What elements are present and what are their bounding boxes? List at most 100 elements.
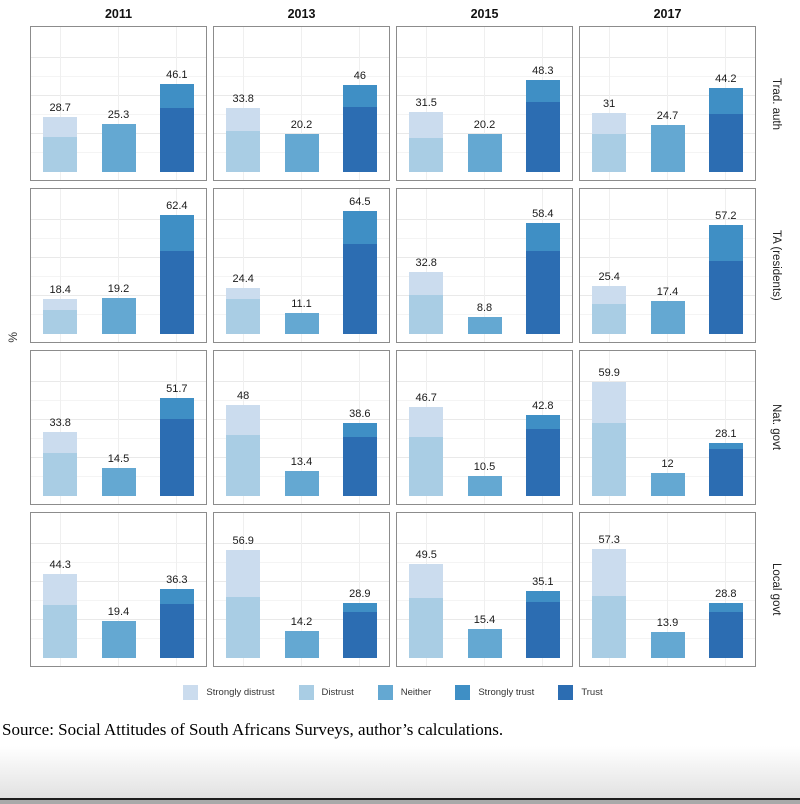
- bar-value-label: 28.8: [715, 588, 737, 601]
- facet-strip-local-govt: Local govt: [770, 563, 782, 616]
- bar-strongly-trust-trust: [708, 88, 743, 172]
- bar-segment-neither: [284, 133, 319, 172]
- bar-value-label: 17.4: [656, 285, 679, 298]
- bar-value-label: 18.4: [49, 284, 71, 297]
- facet-row-ta-residents: 18.4 19.2 62.4 24.4 11.1 64.5 32.8 8.8 58.4 25.4 1…: [30, 188, 782, 343]
- bar-segment-strongly-trust: [159, 84, 194, 109]
- facet-row-local-govt: 44.3 19.4 36.3 56.9 14.2 28.9 49.5 15.4 35.1 57.3…: [30, 512, 782, 667]
- legend-label-strongly-trust: Strongly trust: [478, 686, 535, 698]
- bar-strongly-trust-trust: [342, 84, 377, 172]
- gridline-vertical-1: [242, 189, 244, 342]
- bar-value-label: 48.3: [532, 65, 554, 78]
- bar-segment-strongly-distrust: [409, 407, 444, 437]
- facet-col-header-2017: 2017: [653, 7, 682, 21]
- bar-segment-strongly-trust: [342, 422, 377, 437]
- gridline-vertical-2: [484, 27, 485, 180]
- gridline-vertical-3: [359, 513, 361, 666]
- gridline-vertical-2: [484, 189, 485, 342]
- bar-strongly-distrust-distrust: [43, 573, 78, 658]
- bar-value-label: 38.6: [349, 407, 371, 420]
- bar-segment-trust: [708, 260, 743, 334]
- gridline-vertical-1: [608, 27, 610, 180]
- bar-segment-strongly-distrust: [592, 382, 627, 423]
- bar-strongly-distrust-distrust: [226, 107, 261, 172]
- legend-item-strongly-trust: Strongly trust: [455, 684, 535, 700]
- bar-segment-trust: [525, 428, 560, 496]
- bar-segment-trust: [342, 244, 377, 334]
- panel-2013-nat-govt: 48 13.4 38.6: [213, 350, 390, 505]
- legend-label-neither: Neither: [400, 686, 432, 698]
- bar-neither: [101, 297, 136, 334]
- bar-value-label: 11.1: [291, 297, 312, 310]
- gridline-vertical-2: [667, 351, 668, 504]
- bar-segment-trust: [708, 612, 743, 658]
- bar-value-label: 19.2: [107, 282, 130, 295]
- panel-2015-local-govt: 49.5 15.4 35.1: [396, 512, 573, 667]
- bar-value-label: 58.4: [532, 208, 554, 221]
- bar-segment-trust: [708, 449, 743, 496]
- bar-strongly-trust-trust: [708, 603, 743, 658]
- bar-segment-strongly-distrust: [43, 117, 78, 138]
- panel-2017-trad-auth: 31 24.7 44.2: [579, 26, 756, 181]
- bar-value-label: 28.1: [715, 427, 737, 440]
- bar-value-label: 10.5: [473, 461, 496, 474]
- bar-value-label: 49.5: [415, 548, 437, 561]
- gridline-vertical-3: [725, 351, 727, 504]
- bar-segment-strongly-distrust: [592, 549, 627, 596]
- gridline-vertical-2: [484, 513, 485, 666]
- legend-item-distrust: Distrust: [298, 684, 354, 700]
- bar-segment-distrust: [409, 436, 444, 496]
- gridline-vertical-3: [725, 513, 727, 666]
- page-bottom-edge-line: [0, 798, 800, 800]
- bar-neither: [467, 317, 502, 334]
- bar-strongly-distrust-distrust: [43, 431, 78, 496]
- bar-strongly-trust-trust: [342, 603, 377, 658]
- legend-swatch-strongly-distrust: [183, 684, 199, 700]
- bar-strongly-trust-trust: [159, 397, 194, 496]
- bar-segment-distrust: [409, 137, 444, 172]
- bar-segment-trust: [708, 114, 743, 172]
- bar-value-label: 57.3: [598, 534, 620, 547]
- bar-segment-distrust: [592, 422, 627, 496]
- legend-label-distrust: Distrust: [321, 686, 354, 698]
- bar-segment-neither: [467, 133, 502, 172]
- bar-segment-strongly-trust: [525, 414, 560, 429]
- bar-segment-distrust: [43, 309, 78, 334]
- bar-value-label: 46.7: [415, 392, 437, 405]
- bar-neither: [467, 133, 502, 172]
- legend: Strongly distrust Distrust Neither Strongly…: [30, 683, 756, 701]
- bar-value-label: 35.1: [532, 576, 554, 589]
- gridline-vertical-1: [425, 189, 427, 342]
- bar-value-label: 31.5: [415, 97, 437, 110]
- bar-segment-distrust: [592, 134, 627, 172]
- bar-segment-strongly-distrust: [43, 299, 78, 310]
- panel-2017-local-govt: 57.3 13.9 28.8: [579, 512, 756, 667]
- bar-segment-distrust: [592, 303, 627, 334]
- gridline-vertical-2: [118, 513, 119, 666]
- panel-2011-nat-govt: 33.8 14.5 51.7: [30, 350, 207, 505]
- gridline-vertical-2: [667, 513, 668, 666]
- legend-item-trust: Trust: [558, 684, 603, 700]
- bar-segment-strongly-trust: [525, 80, 560, 102]
- bar-segment-neither: [650, 473, 685, 496]
- bar-segment-strongly-distrust: [226, 549, 261, 597]
- bar-value-label: 31: [603, 98, 616, 111]
- bar-segment-distrust: [226, 597, 261, 658]
- bar-neither: [284, 133, 319, 172]
- gridline-vertical-2: [667, 27, 668, 180]
- bar-segment-trust: [342, 612, 377, 658]
- gridline-vertical-2: [301, 27, 302, 180]
- bar-strongly-trust-trust: [342, 422, 377, 496]
- bar-neither: [650, 125, 685, 172]
- legend-label-strongly-distrust: Strongly distrust: [206, 686, 275, 698]
- bar-neither: [101, 621, 136, 658]
- bar-segment-strongly-distrust: [592, 285, 627, 304]
- bar-segment-neither: [284, 470, 319, 496]
- bar-segment-neither: [650, 631, 685, 658]
- facet-rows: 28.7 25.3 46.1 33.8 20.2 46 31.5 20.2 48.3 31 24.7…: [30, 26, 782, 667]
- gridline-vertical-3: [542, 513, 544, 666]
- bar-value-label: 28.9: [349, 588, 371, 601]
- page-bottom-gradient: [0, 746, 800, 798]
- bar-segment-neither: [284, 312, 319, 334]
- gridline-vertical-2: [667, 189, 668, 342]
